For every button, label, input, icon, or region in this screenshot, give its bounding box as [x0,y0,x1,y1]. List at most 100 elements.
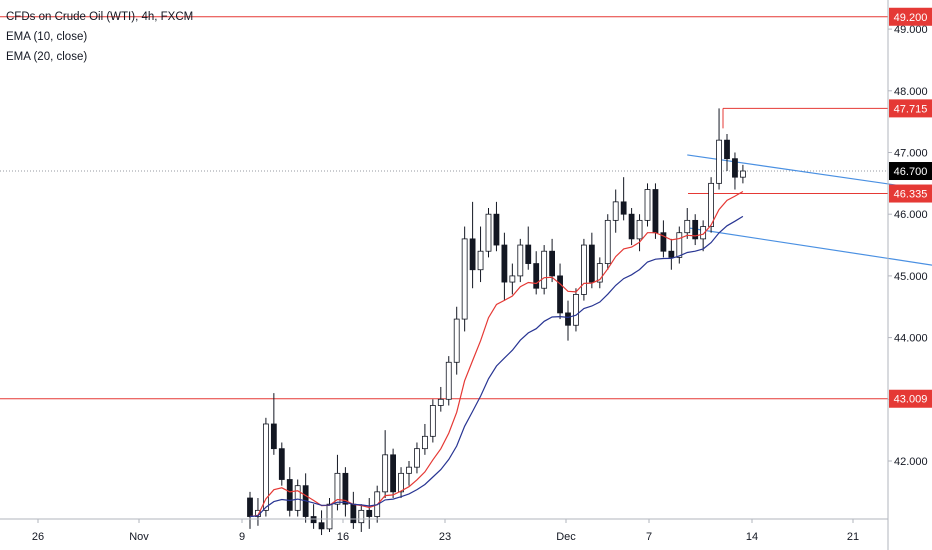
candle [557,263,563,320]
candle [708,177,714,233]
candle [437,386,444,412]
candle [652,183,659,239]
time-tick-label: 7 [646,531,652,543]
candle-body [620,201,627,215]
candle-body [342,472,349,505]
price-tag-47715: 47.715 [889,99,932,118]
channel-lower-line [687,227,932,266]
candle-body [604,219,611,264]
candle-body [596,263,603,283]
candle [588,232,595,289]
candle [429,399,436,443]
price-tags: 49.200 47.715 46.700 46.335 43.009 [889,7,932,408]
candle-body [628,213,635,240]
price-tag-last-label: 46.700 [894,166,928,178]
candle-body [406,466,412,474]
candle-body [326,503,333,530]
candle [382,430,389,499]
candle-body [644,189,651,221]
candle [366,498,373,529]
price-tick-label: 46.000 [894,209,928,221]
candle [549,238,555,283]
candle [493,201,500,252]
time-tick-label: 23 [439,531,451,543]
candle-body [262,423,269,511]
candle-body [676,232,683,258]
candle [358,504,365,532]
price-tag-43009-bg [889,389,932,408]
candle-body [390,454,397,493]
candle-body [318,522,325,530]
candle [700,220,707,252]
candle-body [509,275,516,283]
candle [350,491,357,529]
candle [398,467,404,499]
symbol-title: CFDs on Crude Oil (WTI), 4h, FXCM [6,11,194,23]
candle-body [382,454,389,493]
candle-body [350,503,357,524]
candle-body [334,472,341,505]
candle-body [358,509,365,524]
price-tick-label: 48.000 [894,86,928,98]
candle-body [469,238,476,271]
price-tick-label: 42.000 [894,456,928,468]
candle [644,183,651,227]
candle [247,491,253,529]
candle-body [286,479,293,511]
candle [732,152,738,190]
candle-body [437,398,444,406]
price-tag-last: 46.700 [889,162,932,181]
candle [302,473,309,523]
price-tag-46335-label: 46.335 [894,189,928,201]
candle [501,232,508,301]
candle [278,442,285,486]
time-tick-label: 14 [746,531,758,543]
price-tag-46335: 46.335 [889,184,932,203]
candle-body [700,226,707,240]
candle [724,133,730,172]
candle [270,393,277,455]
candle-body [612,201,619,221]
candle [604,214,611,270]
candle-body [541,250,548,289]
price-tick-label: 44.000 [894,333,928,345]
candle-body [501,244,508,283]
candle [596,257,603,289]
candle [525,226,532,270]
candle [581,238,587,301]
candle [485,208,492,258]
candle-body [581,244,587,295]
candle-body [414,448,420,468]
candle [636,214,643,252]
candle [406,461,412,486]
candle [684,208,691,239]
price-tag-43009-label: 43.009 [894,394,928,406]
candle-body [668,250,675,258]
ema-lines [249,190,744,518]
candle-body [533,263,540,289]
candle-body [485,213,492,252]
candle-body [636,219,643,240]
price-tick-label: 49.000 [894,24,928,36]
candle [461,226,468,332]
time-tick-label: Dec [556,531,576,543]
candle [716,108,722,190]
candle-body [573,294,579,326]
chart-legend: CFDs on Crude Oil (WTI), 4h, FXCM EMA (1… [6,7,193,67]
candle-body [588,244,595,283]
candle-body [557,275,563,314]
candle-body [724,139,730,160]
candle-body [517,244,524,277]
candle [676,226,683,264]
ema-20-line [249,215,744,518]
horizontal-levels [0,16,888,400]
candle-body [660,232,667,252]
candle [517,238,524,283]
candle [445,356,452,406]
candle-body [549,250,555,277]
candle [509,263,516,295]
candle-body [652,189,659,234]
candle [541,245,548,295]
